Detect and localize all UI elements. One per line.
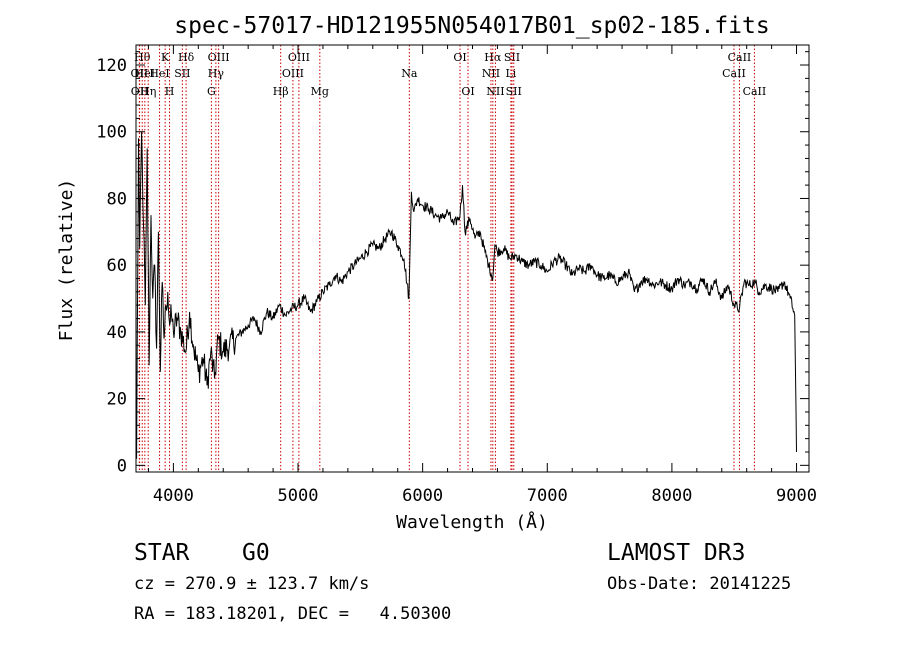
- x-tick-label: 9000: [776, 486, 817, 506]
- marker-label: SII: [174, 67, 190, 80]
- y-tick-label: 40: [107, 323, 127, 343]
- object-class: STAR: [134, 540, 190, 566]
- x-tick-label: 4000: [153, 486, 194, 506]
- redshift-cz: cz = 270.9 ± 123.7 km/s: [134, 574, 370, 594]
- x-tick-label: 8000: [651, 486, 692, 506]
- y-tick-label: 0: [117, 456, 127, 476]
- marker-label: Hθ: [134, 51, 151, 64]
- marker-label: CaII: [743, 85, 767, 98]
- spectrum-line: [136, 131, 797, 459]
- plot-frame: [135, 44, 810, 473]
- chart-title: spec-57017-HD121955N054017B01_sp02-185.f…: [174, 13, 769, 39]
- marker-label: OIII: [208, 51, 230, 64]
- marker-label: Mg: [311, 85, 329, 98]
- y-axis: 0 20 40 60 80 100 120: [96, 51, 809, 476]
- x-axis-label: Wavelength (Å): [396, 511, 548, 533]
- marker-label: HeI: [135, 67, 155, 80]
- marker-label: OI: [461, 85, 474, 98]
- marker-label: CaII: [722, 67, 746, 80]
- marker-label: H: [165, 85, 175, 98]
- obs-date: Obs-Date: 20141225: [607, 574, 792, 594]
- subclass: G0: [242, 540, 270, 566]
- marker-label: Hη: [140, 85, 156, 98]
- y-tick-label: 120: [96, 56, 127, 76]
- marker-label: Na: [401, 67, 418, 80]
- marker-label: HeI: [149, 67, 169, 80]
- y-tick-label: 60: [107, 256, 127, 276]
- marker-label: OIII: [288, 51, 310, 64]
- marker-label: SII: [504, 51, 520, 64]
- marker-label: Hδ: [178, 51, 195, 64]
- marker-label: K: [161, 51, 170, 64]
- marker-label: CaII: [728, 51, 752, 64]
- x-tick-label: 7000: [527, 486, 568, 506]
- x-tick-label: 6000: [402, 486, 443, 506]
- marker-label: Hγ: [208, 67, 225, 80]
- y-tick-label: 100: [96, 123, 127, 143]
- x-tick-label: 5000: [278, 486, 319, 506]
- coordinates: RA = 183.18201, DEC = 4.50300: [134, 604, 452, 624]
- marker-label: NII: [486, 85, 504, 98]
- marker-label: SII: [506, 85, 522, 98]
- survey-name: LAMOST DR3: [607, 540, 746, 566]
- y-tick-label: 80: [107, 189, 127, 209]
- y-tick-label: 20: [107, 390, 127, 410]
- marker-label: Li: [505, 67, 516, 80]
- y-axis-label: Flux (relative): [56, 179, 77, 342]
- marker-label: OI: [453, 51, 466, 64]
- marker-label: Hβ: [273, 85, 289, 98]
- marker-label: Hα: [484, 51, 502, 64]
- marker-label: G: [207, 85, 216, 98]
- marker-label: NII: [482, 67, 500, 80]
- marker-label: OIII: [282, 67, 304, 80]
- x-axis: 4000 5000 6000 7000 8000 9000: [147, 45, 817, 506]
